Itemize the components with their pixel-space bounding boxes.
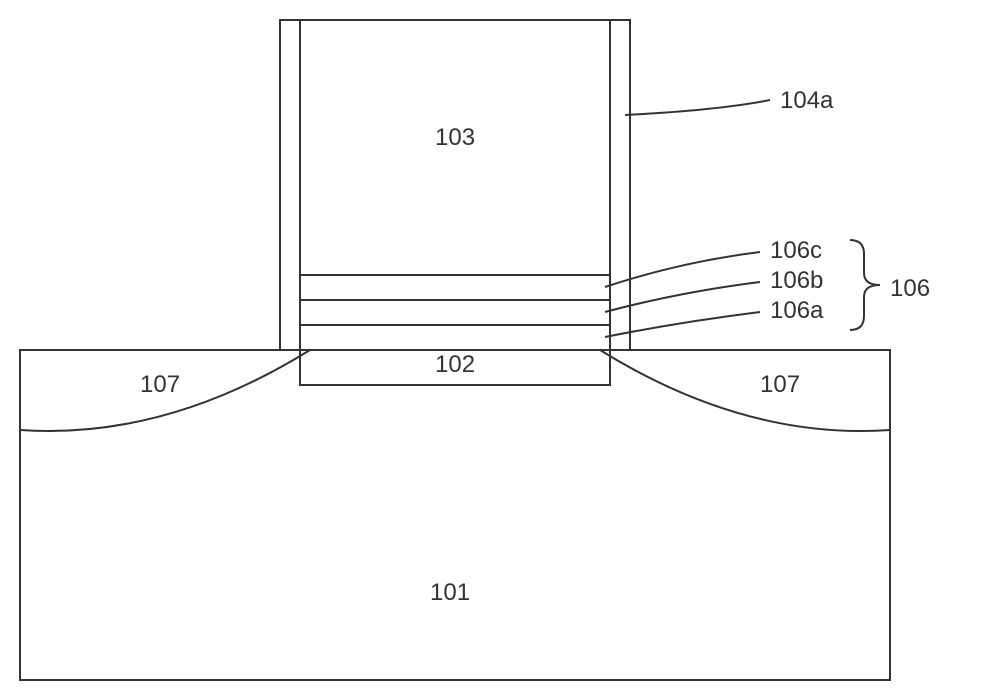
label-107-left: 107 (140, 371, 180, 398)
label-101: 101 (430, 579, 470, 606)
substrate-101 (20, 350, 890, 680)
leader-106c-label: 106c (770, 237, 822, 264)
leader-106c-leader (605, 252, 760, 287)
leader-106b-label: 106b (770, 267, 823, 294)
label-103: 103 (435, 124, 475, 151)
leader-104a-leader (625, 100, 770, 115)
label-106: 106 (890, 275, 930, 302)
brace-106 (850, 240, 880, 330)
leader-106a-label: 106a (770, 297, 824, 324)
transistor-cross-section-diagram: 101 102 107 107 103 104a 106c 106b 106a 106 (0, 0, 1000, 699)
label-102: 102 (435, 351, 475, 378)
label-107-right: 107 (760, 371, 800, 398)
leader-106b-leader (605, 282, 760, 312)
leader-106a-leader (605, 312, 760, 337)
leader-104a-label: 104a (780, 87, 834, 114)
diffusion-right-107 (600, 350, 890, 431)
